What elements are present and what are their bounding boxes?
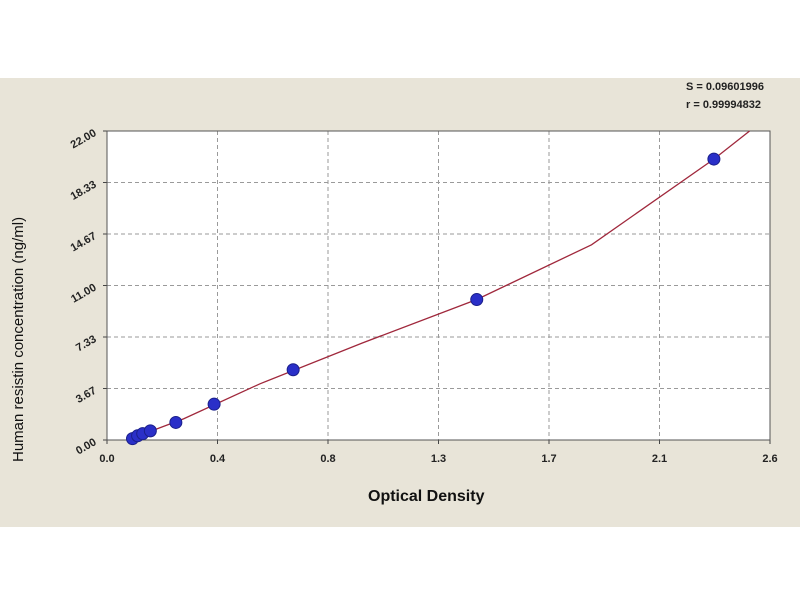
plot-border [106, 130, 771, 441]
x-tick-label: 0.4 [210, 453, 226, 465]
fit-curve [127, 130, 751, 440]
data-point [470, 293, 484, 307]
y-tick-label: 22.00 [69, 127, 99, 151]
x-tick-label: 1.3 [431, 453, 446, 465]
chart-svg: 0.0 0.4 0.8 1.3 1.7 2.1 2.6 0.00 3.67 7.33 11.00 14… [69, 127, 778, 465]
x-tick-label: 0.0 [99, 453, 114, 465]
r-statistic: r = 0.99994832 [686, 99, 761, 111]
x-tick-label: 2.1 [652, 453, 667, 465]
y-tick-label: 18.33 [69, 179, 99, 203]
y-tick-label: 14.67 [69, 230, 99, 254]
x-tick-label: 2.6 [762, 453, 777, 465]
x-axis-label: Optical Density [368, 488, 485, 505]
y-tick-label: 7.33 [74, 333, 99, 354]
x-tick-label: 0.8 [320, 453, 335, 465]
data-point [286, 363, 300, 377]
y-tick-label: 11.00 [69, 282, 98, 306]
y-tick-label: 3.67 [74, 385, 99, 406]
x-tick-label: 1.7 [541, 453, 556, 465]
data-point [143, 424, 157, 438]
data-point [207, 397, 221, 411]
data-point [169, 415, 183, 429]
s-statistic: S = 0.09601996 [686, 81, 764, 93]
chart-figure: 0.0 0.4 0.8 1.3 1.7 2.1 2.6 0.00 3.67 7.33 11.00 14… [0, 78, 800, 527]
data-point [707, 152, 721, 166]
y-axis-label: Human resistin concentration (ng/ml) [10, 216, 27, 462]
y-tick-label: 0.00 [74, 436, 99, 457]
